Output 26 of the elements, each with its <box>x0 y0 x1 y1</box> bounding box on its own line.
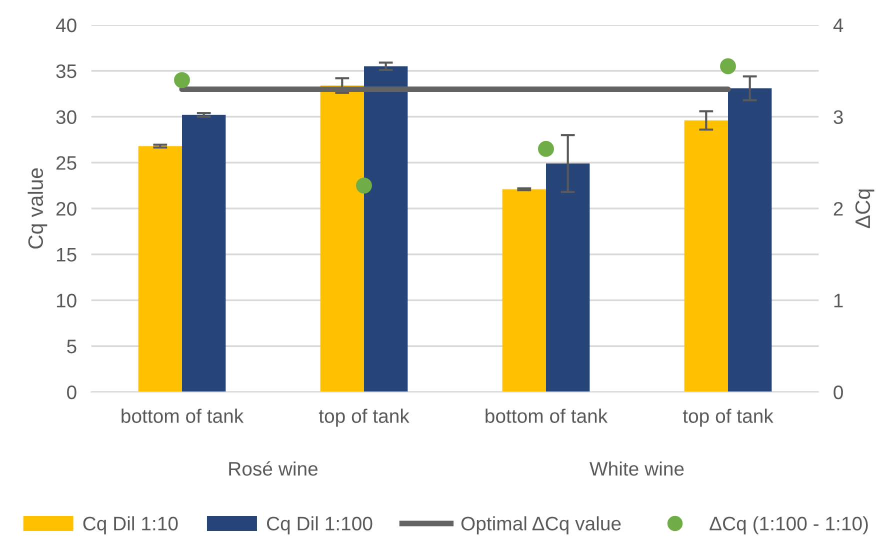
y2-tick-label: 3 <box>834 110 843 124</box>
y-tick-label: 30 <box>56 110 76 124</box>
y2-tick-label: 2 <box>834 202 843 216</box>
y-tick-label: 5 <box>67 340 76 354</box>
y-tick-label: 40 <box>56 18 76 32</box>
y2-tick-label: 4 <box>833 18 844 32</box>
y-tick-label: 25 <box>56 156 76 170</box>
legend-label: Cq Dil 1:100 <box>266 516 372 534</box>
x-tick-label: top of tank <box>682 408 774 427</box>
legend-label: Optimal ΔCq value <box>461 516 621 534</box>
y-tick-label: 20 <box>56 202 76 216</box>
y2-tick-label: 1 <box>834 294 843 308</box>
y-tick-label: 35 <box>56 64 76 78</box>
x-tick-label: bottom of tank <box>486 408 608 423</box>
y-tick-label: 15 <box>56 248 76 262</box>
y2-tick-label: 0 <box>834 385 843 400</box>
y-tick-label: 0 <box>67 385 76 400</box>
text: White wine <box>590 461 684 476</box>
legend-label: ΔCq (1:100 - 1:10) <box>710 516 868 534</box>
legend-label: Cq Dil 1:10 <box>83 516 178 534</box>
x-tick-label: top of tank <box>318 408 410 427</box>
y2-axis-title: ΔCq <box>855 190 874 228</box>
x-tick-label: bottom of tank <box>122 408 244 423</box>
y-axis-title: Cq value <box>28 168 48 249</box>
text: Rosé wine <box>229 461 318 476</box>
y-tick-label: 10 <box>56 294 76 308</box>
